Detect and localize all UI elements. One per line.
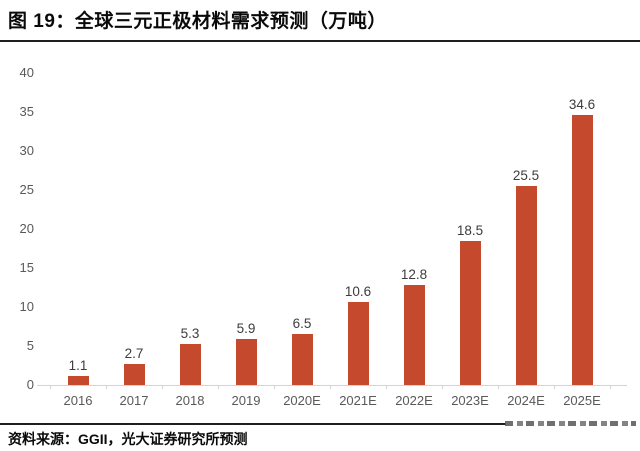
bar-value-label: 5.3 (180, 325, 200, 341)
title-divider (0, 40, 640, 42)
x-axis-line (37, 385, 627, 386)
x-axis-category-label: 2016 (63, 393, 93, 408)
x-axis-tick-mark (386, 385, 387, 389)
bar (123, 363, 145, 385)
x-axis-tick-mark (498, 385, 499, 389)
watermark-artifact (505, 421, 636, 426)
x-axis-tick-mark (50, 385, 51, 389)
bar (403, 285, 425, 385)
y-axis-tick-label: 15 (19, 260, 34, 275)
x-axis-category-label: 2018 (175, 393, 205, 408)
y-axis-tick-label: 20 (19, 221, 34, 236)
y-axis-tick-label: 35 (19, 104, 34, 119)
y-axis-tick-label: 25 (19, 182, 34, 197)
x-axis-tick-mark (162, 385, 163, 389)
x-axis-tick-mark (106, 385, 107, 389)
bar-value-label: 6.5 (292, 316, 312, 332)
bar (459, 240, 481, 385)
y-axis-tick-label: 30 (19, 143, 34, 158)
x-axis-category-label: 2025E (563, 393, 601, 408)
bar-value-label: 12.8 (400, 267, 428, 283)
bar-value-label: 18.5 (456, 222, 484, 238)
x-axis-category-label: 2019 (231, 393, 261, 408)
bar (515, 186, 537, 385)
x-axis-tick-mark (330, 385, 331, 389)
bar-value-label: 2.7 (124, 345, 144, 361)
source-note: 资料来源：GGII，光大证券研究所预测 (8, 431, 248, 447)
footer-divider (0, 423, 506, 425)
x-axis-tick-mark (218, 385, 219, 389)
x-axis-category-label: 2021E (339, 393, 377, 408)
y-axis-tick-label: 10 (19, 299, 34, 314)
x-axis-tick-mark (274, 385, 275, 389)
bar (291, 334, 313, 385)
x-axis-tick-mark (610, 385, 611, 389)
bar-value-label: 1.1 (68, 358, 88, 374)
y-axis-tick-label: 40 (19, 65, 34, 80)
y-axis-tick-label: 5 (26, 338, 34, 353)
x-axis-category-label: 2024E (507, 393, 545, 408)
bar-value-label: 34.6 (568, 97, 596, 113)
x-axis-tick-mark (442, 385, 443, 389)
x-axis-category-label: 2020E (283, 393, 321, 408)
bar (67, 376, 89, 385)
figure-title: 图 19：全球三元正极材料需求预测（万吨） (8, 11, 387, 32)
bar (179, 343, 201, 385)
bar (235, 338, 257, 385)
bar-value-label: 5.9 (236, 320, 256, 336)
x-axis-category-label: 2023E (451, 393, 489, 408)
bar-value-label: 10.6 (344, 284, 372, 300)
x-axis-category-label: 2022E (395, 393, 433, 408)
x-axis-tick-mark (554, 385, 555, 389)
y-axis-tick-label: 0 (26, 377, 34, 392)
bar-value-label: 25.5 (512, 168, 540, 184)
x-axis-category-label: 2017 (119, 393, 149, 408)
bar (571, 115, 593, 385)
bar (347, 302, 369, 385)
